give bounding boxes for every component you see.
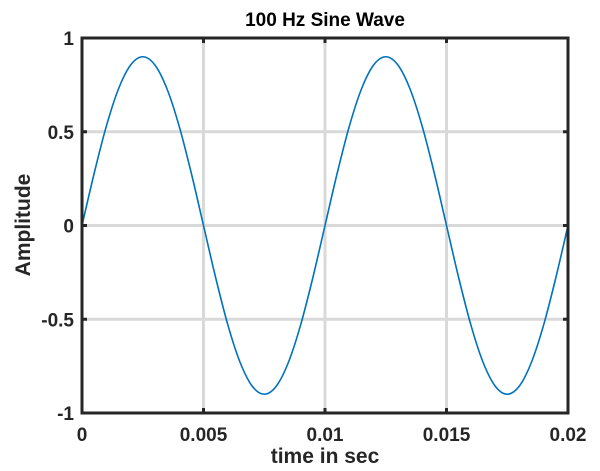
y-tick-label: -1 (57, 404, 74, 425)
x-tick-label: 0.015 (423, 425, 471, 446)
y-tick-label: 1 (63, 29, 74, 50)
y-tick-labels: -1 -0.5 0 0.5 1 (41, 29, 74, 425)
chart-title: 100 Hz Sine Wave (245, 10, 405, 31)
y-tick-label: 0.5 (48, 123, 75, 144)
x-tick-labels: 0 0.005 0.01 0.015 0.02 (77, 425, 587, 446)
y-tick-label: -0.5 (41, 310, 74, 331)
x-tick-label: 0.02 (550, 425, 587, 446)
sine-wave-line (81, 55, 569, 396)
x-tick-label: 0.01 (307, 425, 344, 446)
x-tick-label: 0 (77, 425, 88, 446)
y-tick-label: 0 (63, 217, 74, 238)
y-axis-label: Amplitude (12, 174, 35, 277)
x-tick-label: 0.005 (180, 425, 228, 446)
x-axis-label: time in sec (271, 445, 380, 468)
tick-marks (80, 36, 570, 415)
